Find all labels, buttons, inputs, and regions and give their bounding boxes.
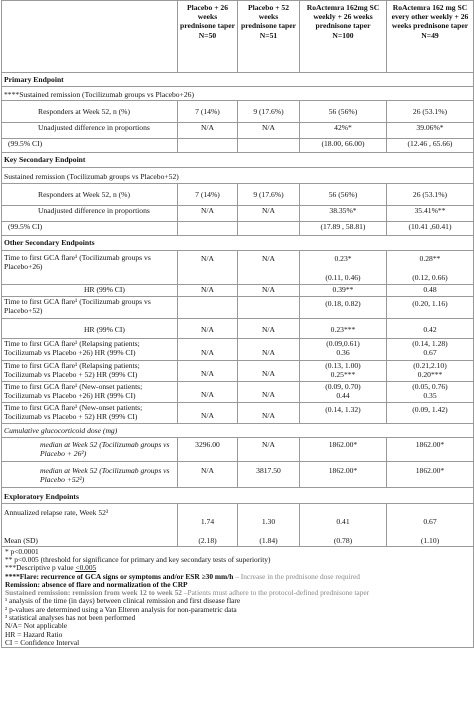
table-row: Time to first GCA flare¹ (Tocilizumab gr…: [1, 296, 474, 319]
header-roactemra-weekly: RoActemra 162mg SC weekly + 26 weeks pre…: [299, 0, 387, 73]
header-placebo-26: Placebo + 26 weeks prednisone taper N=50: [177, 0, 238, 73]
header-empty: [1, 0, 178, 73]
section-key-secondary: Key Secondary Endpoint: [1, 152, 474, 168]
primary-subtitle-row: ****Sustained remission (Tocilizumab gro…: [1, 86, 474, 101]
table-row: Cumulative glucocorticoid dose (mg): [1, 423, 474, 438]
table-row: Time to first GCA flare¹ (Relapsing pati…: [1, 338, 474, 361]
footnotes-row: * p<0.0001 ** p<0.005 (threshold for sig…: [1, 545, 474, 649]
primary-subtitle: ****Sustained remission (Tocilizumab gro…: [1, 86, 474, 101]
section-exploratory: Exploratory Endpoints: [1, 487, 474, 504]
table-row: median at Week 52 (Tocilizumab groups vs…: [1, 461, 474, 488]
table-row: HR (99% CI) N/A N/A 0.23*** 0.42: [1, 318, 474, 339]
header-roactemra-eow: RoActemra 162 mg SC every other weekly +…: [386, 0, 474, 73]
section-other-secondary: Other Secondary Endpoints: [1, 235, 474, 251]
table-row: Annualized relapse rate, Week 52³ Mean (S…: [1, 503, 474, 547]
results-table: Placebo + 26 weeks prednisone taper N=50 …: [1, 0, 474, 649]
table-row: Time to first GCA flare¹ (Tocilizumab gr…: [1, 250, 474, 285]
header-placebo-52: Placebo + 52 weeks prednisone taper N=51: [237, 0, 300, 73]
table-row: Responders at Week 52, n (%) 7 (14%) 9 (…: [1, 183, 474, 206]
table-row: Time to first GCA flare¹ (New-onset pati…: [1, 402, 474, 424]
table-row: median at Week 52 (Tocilizumab groups vs…: [1, 437, 474, 462]
section-primary: Primary Endpoint: [1, 72, 474, 87]
table-row: Responders at Week 52, n (%) 7 (14%) 9 (…: [1, 100, 474, 123]
table-row: (99.5% CI) (17.89 , 58.81) (10.41 ,60.41…: [1, 221, 474, 236]
table-row: Time to first GCA flare¹ (Relapsing pati…: [1, 360, 474, 382]
key-subtitle-row: Sustained remission (Tocilizumab groups …: [1, 167, 474, 184]
table-row: HR (99% CI) N/A N/A 0.39** 0.48: [1, 284, 474, 297]
table-row: Unadjusted difference in proportions N/A…: [1, 205, 474, 222]
key-subtitle: Sustained remission (Tocilizumab groups …: [1, 167, 474, 184]
table-row: (99.5% CI) (18.00, 66.00) (12.46 , 65.66…: [1, 138, 474, 153]
header-row: Placebo + 26 weeks prednisone taper N=50 …: [1, 0, 474, 73]
table-row: Time to first GCA flare¹ (New-onset pati…: [1, 381, 474, 403]
table-row: Unadjusted difference in proportions N/A…: [1, 122, 474, 139]
footnotes: * p<0.0001 ** p<0.005 (threshold for sig…: [1, 545, 474, 649]
